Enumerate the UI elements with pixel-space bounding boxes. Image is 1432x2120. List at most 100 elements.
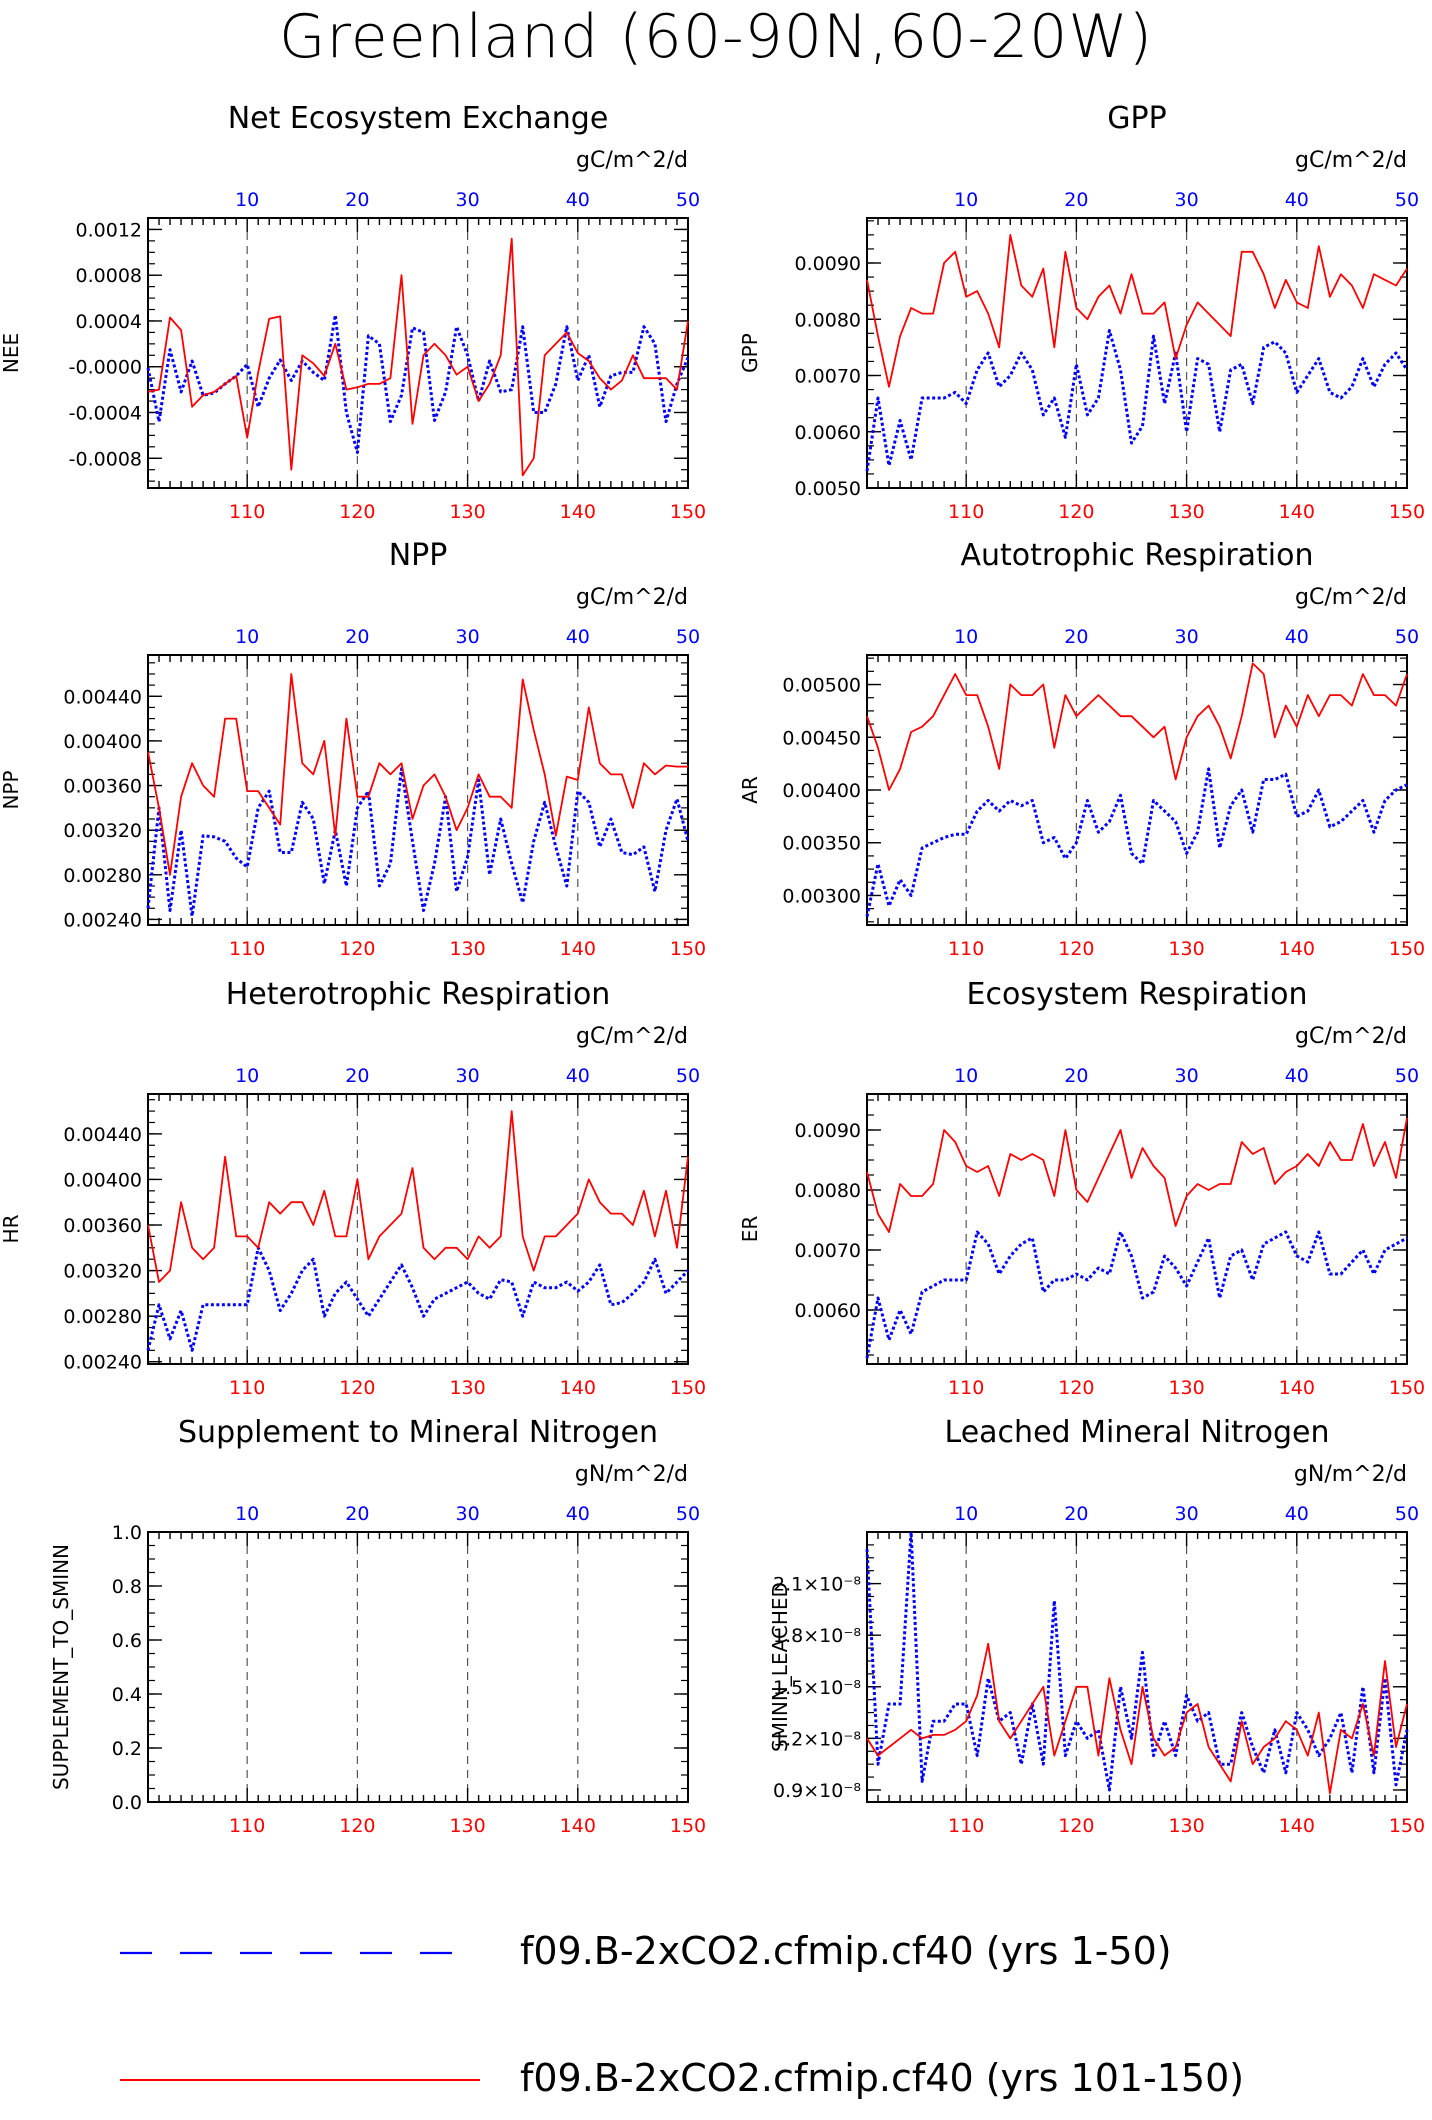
x-tick-label-top: 40 xyxy=(566,1065,590,1087)
y-tick-label: 0.4 xyxy=(112,1684,142,1706)
panel-title-nee: Net Ecosystem Exchange xyxy=(227,101,609,136)
x-tick-label-bottom: 130 xyxy=(449,938,485,960)
x-tick-label-top: 10 xyxy=(235,626,259,648)
x-tick-label-top: 40 xyxy=(566,189,590,211)
y-tick-label: 0.00440 xyxy=(63,686,142,708)
x-tick-label-bottom: 140 xyxy=(560,1377,596,1399)
legend-swatch-series1 xyxy=(120,1951,480,1955)
panel-title-sup: Supplement to Mineral Nitrogen xyxy=(178,1415,658,1450)
panel-title-leach: Leached Mineral Nitrogen xyxy=(944,1415,1330,1450)
series-line-gpp-yrs1-50 xyxy=(865,329,1409,472)
series-line-ar-yrs1-50 xyxy=(865,767,1408,917)
y-tick-label: 0.0004 xyxy=(76,311,142,333)
x-tick-label-bottom: 120 xyxy=(339,501,375,523)
plots-canvas: 110 120 130 140 150 10 20 30 40 50 -0.0008 -0.0004 -… xyxy=(0,189,1425,1837)
plot-frame-gpp xyxy=(866,217,1408,489)
x-tick-label-top: 30 xyxy=(455,1503,479,1525)
series-line-nee-yrs1-50 xyxy=(146,313,690,454)
plot-frame-nee xyxy=(147,217,689,489)
x-tick-label-top: 20 xyxy=(345,1503,369,1525)
y-tick-label: -0.0000 xyxy=(69,357,142,379)
x-tick-label-top: 30 xyxy=(455,1065,479,1087)
series-line-er-yrs1-50 xyxy=(865,1230,1408,1359)
x-tick-label-bottom: 110 xyxy=(229,1377,265,1399)
x-tick-label-top: 50 xyxy=(1395,626,1419,648)
x-tick-label-bottom: 110 xyxy=(948,1815,984,1837)
series-line-gpp-yrs101-150 xyxy=(866,233,1408,388)
x-tick-label-top: 20 xyxy=(1064,1065,1088,1087)
x-tick-label-bottom: 130 xyxy=(1168,501,1204,523)
x-tick-label-top: 40 xyxy=(1285,1065,1309,1087)
x-tick-label-bottom: 130 xyxy=(449,501,485,523)
y-tick-label: 1.0 xyxy=(112,1522,142,1544)
x-tick-label-bottom: 150 xyxy=(670,1815,706,1837)
x-tick-label-bottom: 120 xyxy=(1058,501,1094,523)
y-tick-label: 0.00280 xyxy=(63,1306,142,1328)
plot-frame-leach xyxy=(866,1531,1408,1803)
y-tick-label: 0.00280 xyxy=(63,865,142,887)
y-tick-label: 0.00450 xyxy=(782,727,861,749)
series-line-npp-yrs101-150 xyxy=(147,673,688,876)
series-line-leach-yrs101-150 xyxy=(866,1642,1408,1795)
x-tick-label-top: 30 xyxy=(455,626,479,648)
x-tick-label-bottom: 110 xyxy=(229,501,265,523)
x-tick-label-bottom: 130 xyxy=(1168,1377,1204,1399)
x-tick-label-top: 30 xyxy=(1174,1065,1198,1087)
x-tick-label-top: 50 xyxy=(676,1503,700,1525)
panel-title-hr: Heterotrophic Respiration xyxy=(225,977,611,1012)
x-tick-label-top: 40 xyxy=(1285,1503,1309,1525)
panel-title-ar: Autotrophic Respiration xyxy=(960,538,1314,573)
panel-title-gpp: GPP xyxy=(1107,101,1167,136)
y-tick-label: 0.0080 xyxy=(795,309,861,331)
x-tick-label-top: 50 xyxy=(676,189,700,211)
y-axis-label-gpp: GPP xyxy=(738,333,762,373)
x-tick-label-top: 10 xyxy=(235,189,259,211)
y-axis-label-sup: SUPPLEMENT_TO_SMINN xyxy=(49,1544,73,1790)
y-axis-label-npp: NPP xyxy=(0,770,23,809)
y-tick-label: 0.00320 xyxy=(63,820,142,842)
x-tick-label-bottom: 140 xyxy=(1279,1815,1315,1837)
y-tick-label: 0.00300 xyxy=(782,885,861,907)
x-tick-label-top: 40 xyxy=(566,626,590,648)
x-tick-label-bottom: 130 xyxy=(1168,938,1204,960)
y-tick-label: 0.00360 xyxy=(63,1215,142,1237)
units-label-er: gC/m^2/d xyxy=(1295,1024,1407,1049)
legend-label-series1: f09.B-2xCO2.cfmip.cf40 (yrs 1-50) xyxy=(520,1929,1172,1973)
units-label-npp: gC/m^2/d xyxy=(576,585,688,610)
x-tick-label-top: 30 xyxy=(455,189,479,211)
y-tick-label: 0.0060 xyxy=(795,1300,861,1322)
plot-frame-hr xyxy=(147,1093,689,1365)
x-tick-label-top: 30 xyxy=(1174,1503,1198,1525)
y-tick-label: -0.0008 xyxy=(69,448,142,470)
plot-frame-sup xyxy=(147,1531,689,1803)
x-tick-label-top: 20 xyxy=(345,626,369,648)
units-label-gpp: gC/m^2/d xyxy=(1295,148,1407,173)
series-line-hr-yrs1-50 xyxy=(146,1246,690,1352)
x-tick-label-bottom: 110 xyxy=(948,501,984,523)
y-tick-label: 0.8 xyxy=(112,1576,142,1598)
legend-label-series2: f09.B-2xCO2.cfmip.cf40 (yrs 101-150) xyxy=(520,2056,1245,2100)
y-tick-label: 0.0012 xyxy=(76,219,142,241)
panel-title-npp: NPP xyxy=(388,538,448,573)
x-tick-label-bottom: 130 xyxy=(449,1377,485,1399)
x-tick-label-bottom: 120 xyxy=(339,938,375,960)
y-tick-label: 1.8×10⁻⁸ xyxy=(773,1625,861,1647)
units-label-nee: gC/m^2/d xyxy=(576,148,688,173)
y-tick-label: 0.2 xyxy=(112,1738,142,1760)
x-tick-label-top: 20 xyxy=(345,189,369,211)
series-line-leach-yrs1-50 xyxy=(865,1530,1409,1792)
y-tick-label: 1.2×10⁻⁸ xyxy=(773,1728,861,1750)
series-line-npp-yrs1-50 xyxy=(146,767,690,918)
y-tick-label: 0.00320 xyxy=(63,1261,142,1283)
x-tick-label-bottom: 150 xyxy=(670,501,706,523)
units-label-leach: gN/m^2/d xyxy=(1293,1462,1407,1487)
x-tick-label-top: 50 xyxy=(676,626,700,648)
x-tick-label-bottom: 140 xyxy=(560,1815,596,1837)
y-axis-label-nee: NEE xyxy=(0,333,23,373)
y-tick-label: 0.00500 xyxy=(782,675,861,697)
units-label-hr: gC/m^2/d xyxy=(576,1024,688,1049)
y-tick-label: 0.00400 xyxy=(63,731,142,753)
x-tick-label-top: 10 xyxy=(954,626,978,648)
x-tick-label-bottom: 110 xyxy=(948,1377,984,1399)
